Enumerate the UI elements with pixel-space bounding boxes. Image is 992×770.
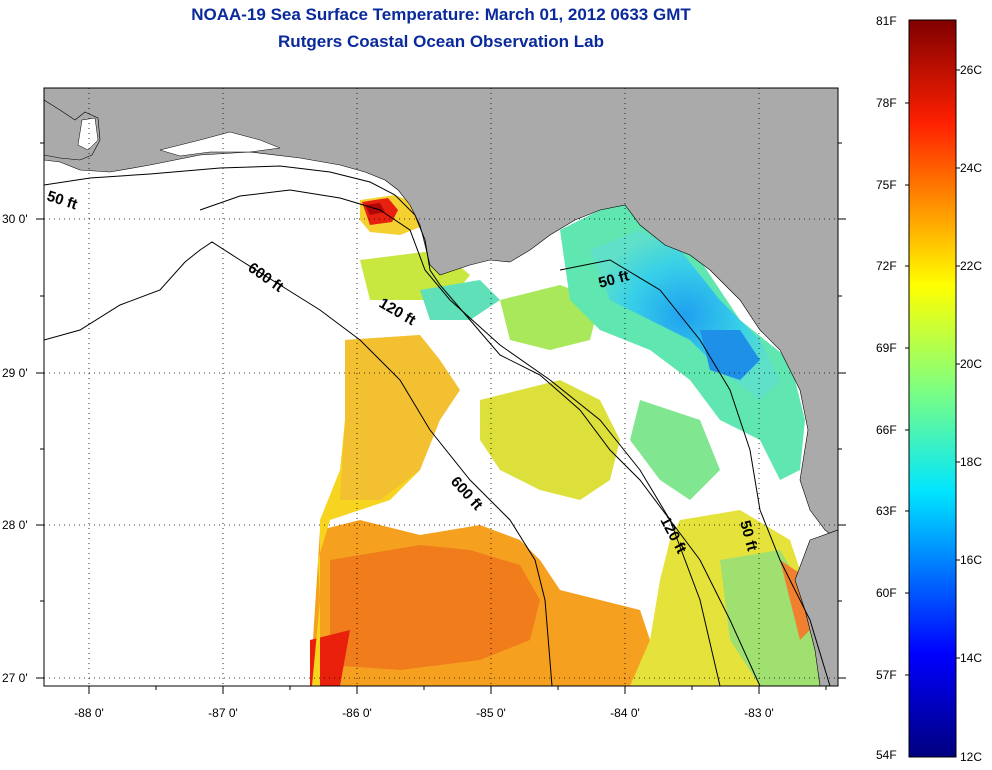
chart-title: NOAA-19 Sea Surface Temperature: March 0… [191, 5, 691, 24]
lon-label: -84 0' [610, 706, 640, 720]
colorbar-label-c: 12C [960, 750, 983, 764]
lon-label: -83 0' [744, 706, 774, 720]
colorbar-label-f: 57F [876, 668, 897, 682]
lon-label: -85 0' [476, 706, 506, 720]
lon-label: -88 0' [74, 706, 104, 720]
mobile-bay [77, 117, 99, 151]
colorbar-label-c: 18C [960, 455, 983, 469]
colorbar-label-c: 24C [960, 161, 983, 175]
colorbar-label-f: 69F [876, 341, 897, 355]
colorbar-label-c: 26C [960, 63, 983, 77]
colorbar-label-c: 14C [960, 651, 983, 665]
colorbar-label-f: 63F [876, 504, 897, 518]
bathymetry-contours [44, 165, 831, 686]
coastal-bays [159, 131, 281, 157]
colorbar-label-f: 66F [876, 423, 897, 437]
lat-label: 29 0' [2, 366, 28, 380]
lat-label: 28 0' [2, 518, 28, 532]
colorbar-label-f: 54F [876, 748, 897, 762]
colorbar-label-f: 72F [876, 259, 897, 273]
chart-subtitle: Rutgers Coastal Ocean Observation Lab [278, 32, 604, 51]
lat-label: 30 0' [2, 212, 28, 226]
axis-ticks [36, 142, 846, 694]
colorbar-label-c: 16C [960, 553, 983, 567]
colorbar-label-f: 60F [876, 586, 897, 600]
colorbar-label-c: 22C [960, 259, 983, 273]
lon-label: -86 0' [342, 706, 372, 720]
colorbar-label-c: 20C [960, 357, 983, 371]
sst-data-layer [310, 94, 830, 686]
lon-label: -87 0' [208, 706, 238, 720]
colorbar [908, 19, 957, 758]
plot-frame [43, 87, 839, 687]
colorbar-label-f: 75F [876, 178, 897, 192]
colorbar-label-f: 81F [876, 14, 897, 28]
colorbar-label-f: 78F [876, 96, 897, 110]
lat-label: 27 0' [2, 671, 28, 685]
